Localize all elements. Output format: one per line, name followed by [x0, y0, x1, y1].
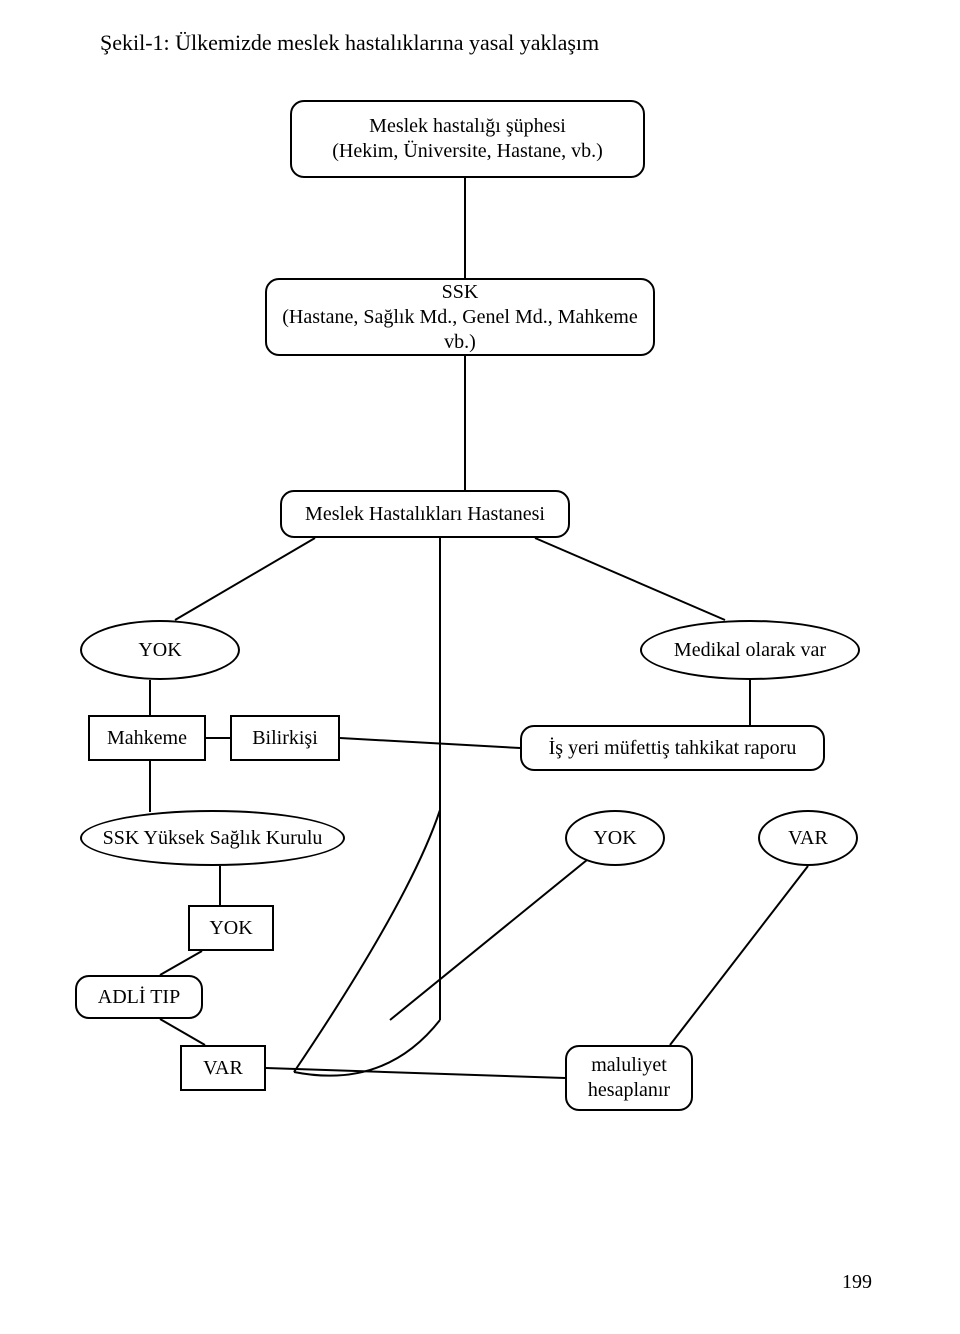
node-adli-tip: ADLİ TIP	[75, 975, 203, 1019]
node-start: Meslek hastalığı şüphesi (Hekim, Ünivers…	[290, 100, 645, 178]
diagram-stage: Şekil-1: Ülkemizde meslek hastalıklarına…	[0, 0, 960, 1334]
node-label: Mahkeme	[107, 726, 187, 751]
node-yok-2: YOK	[565, 810, 665, 866]
node-is-yeri-raporu: İş yeri müfettiş tahkikat raporu	[520, 725, 825, 771]
node-label: Bilirkişi	[252, 726, 318, 751]
node-label: ADLİ TIP	[98, 985, 180, 1010]
node-label: YOK	[593, 826, 636, 851]
page-number-text: 199	[842, 1271, 872, 1293]
node-ssk: SSK (Hastane, Sağlık Md., Genel Md., Mah…	[265, 278, 655, 356]
node-label: Medikal olarak var	[674, 638, 826, 663]
node-label: SSK (Hastane, Sağlık Md., Genel Md., Mah…	[281, 280, 639, 355]
node-yok-1: YOK	[80, 620, 240, 680]
figure-title: Şekil-1: Ülkemizde meslek hastalıklarına…	[100, 30, 599, 56]
node-medikal-var: Medikal olarak var	[640, 620, 860, 680]
node-yok-3: YOK	[188, 905, 274, 951]
node-label: Meslek Hastalıkları Hastanesi	[305, 502, 545, 527]
node-label: VAR	[203, 1056, 243, 1081]
node-maluliyet: maluliyet hesaplanır	[565, 1045, 693, 1111]
page-number: 199	[842, 1271, 872, 1294]
node-bilirkisi: Bilirkişi	[230, 715, 340, 761]
node-var-1: VAR	[758, 810, 858, 866]
node-label: SSK Yüksek Sağlık Kurulu	[103, 826, 323, 851]
node-mahkeme: Mahkeme	[88, 715, 206, 761]
node-label: Meslek hastalığı şüphesi (Hekim, Ünivers…	[332, 114, 602, 164]
node-var-2: VAR	[180, 1045, 266, 1091]
node-label: VAR	[788, 826, 828, 851]
figure-title-text: Şekil-1: Ülkemizde meslek hastalıklarına…	[100, 30, 599, 55]
node-label: maluliyet hesaplanır	[588, 1053, 670, 1103]
node-label: İş yeri müfettiş tahkikat raporu	[549, 736, 797, 761]
node-label: YOK	[209, 916, 252, 941]
node-label: YOK	[138, 638, 181, 663]
node-hastane: Meslek Hastalıkları Hastanesi	[280, 490, 570, 538]
node-ssk-yuksek-saglik: SSK Yüksek Sağlık Kurulu	[80, 810, 345, 866]
